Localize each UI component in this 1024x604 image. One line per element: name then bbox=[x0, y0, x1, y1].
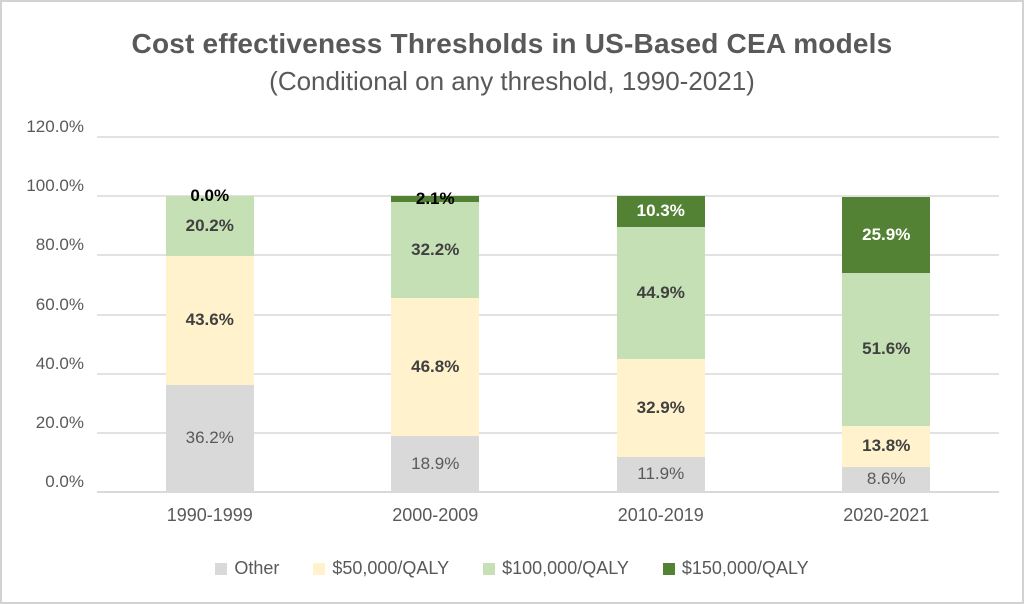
legend: Other $50,000/QALY $100,000/QALY $150,000/Q… bbox=[2, 558, 1022, 579]
bar-stack: 8.6% 13.8% 51.6% 25.9% bbox=[842, 196, 931, 492]
y-tick-label: 120.0% bbox=[26, 117, 84, 136]
bar-column: 36.2% 43.6% 20.2% 0.0% bbox=[97, 137, 323, 492]
gridline bbox=[97, 254, 999, 257]
bar-segment: 25.9% bbox=[842, 196, 931, 274]
bar-column: 18.9% 46.8% 32.2% 2.1% bbox=[323, 137, 549, 492]
legend-item: $150,000/QALY bbox=[662, 558, 809, 579]
bar-segment-label: 20.2% bbox=[185, 216, 234, 236]
bar-segment-label: 32.9% bbox=[636, 398, 685, 418]
x-tick-label: 2010-2019 bbox=[617, 505, 704, 525]
legend-label: $100,000/QALY bbox=[502, 558, 629, 578]
bar-segment-label: 43.6% bbox=[185, 310, 234, 330]
gridline bbox=[97, 313, 999, 316]
bar-segment: 13.8% bbox=[842, 425, 931, 467]
bar-segment: 51.6% bbox=[842, 273, 931, 426]
legend-item: Other bbox=[215, 558, 279, 579]
x-tick-label: 2000-2009 bbox=[392, 505, 479, 525]
bar-stack: 36.2% 43.6% 20.2% 0.0% bbox=[165, 186, 254, 492]
plot-area: 0.0% 20.0% 40.0% 60.0% 80.0% 100.0% 120.0% 36.2… bbox=[26, 117, 1000, 493]
bar-segment-label: 25.9% bbox=[862, 224, 911, 244]
gridline bbox=[97, 372, 999, 375]
bar-segment-label: 32.2% bbox=[411, 240, 460, 260]
y-tick-label: 0.0% bbox=[45, 472, 84, 491]
bar-segment: 36.2% bbox=[165, 384, 254, 492]
legend-swatch-icon bbox=[313, 562, 326, 575]
bar-segment-label: 44.9% bbox=[636, 283, 685, 303]
bar-segment-label: 18.9% bbox=[411, 454, 460, 474]
bar-segment-label: 36.2% bbox=[185, 428, 234, 448]
bar-segment-label: 13.8% bbox=[862, 436, 911, 456]
bar-segment: 46.8% bbox=[391, 297, 480, 437]
bar-segment: 32.2% bbox=[391, 202, 480, 298]
gridline bbox=[97, 136, 999, 138]
gridline bbox=[97, 491, 999, 493]
x-tick-label: 2020-2021 bbox=[843, 505, 930, 525]
bar-column: 8.6% 13.8% 51.6% 25.9% bbox=[774, 137, 1000, 492]
bar-segment: 20.2% bbox=[165, 196, 254, 256]
chart-title: Cost effectiveness Thresholds in US-Base… bbox=[131, 28, 893, 59]
legend-label: Other bbox=[234, 558, 280, 578]
bar-column: 11.9% 32.9% 44.9% 10.3% bbox=[548, 137, 774, 492]
bar-segment-label: 2.1% bbox=[415, 189, 455, 209]
y-tick-label: 100.0% bbox=[26, 176, 84, 196]
y-tick-label: 20.0% bbox=[35, 412, 84, 432]
bar-segment-label: 8.6% bbox=[866, 469, 906, 489]
bar-segment-label: 10.3% bbox=[636, 201, 685, 221]
bar-segment: 2.1% bbox=[391, 189, 480, 208]
legend-swatch-icon bbox=[483, 562, 496, 575]
bar-stack: 18.9% 46.8% 32.2% 2.1% bbox=[391, 189, 480, 492]
bar-segment: 8.6% bbox=[842, 466, 931, 492]
bar-segment: 11.9% bbox=[616, 456, 705, 492]
chart-subtitle: (Conditional on any threshold, 1990-2021… bbox=[269, 66, 755, 96]
x-tick-label: 1990-1999 bbox=[166, 505, 253, 525]
y-tick-label: 40.0% bbox=[35, 353, 84, 373]
bar-segment: 44.9% bbox=[616, 226, 705, 360]
y-tick-label: 60.0% bbox=[35, 294, 84, 314]
bar-segment-label: 51.6% bbox=[862, 339, 911, 359]
bar-segment: 43.6% bbox=[165, 255, 254, 385]
gridline bbox=[97, 195, 999, 198]
legend-item: $50,000/QALY bbox=[313, 558, 449, 579]
bar-segment-label: 11.9% bbox=[637, 464, 685, 484]
bar-stack: 11.9% 32.9% 44.9% 10.3% bbox=[616, 196, 705, 492]
bar-segment: 18.9% bbox=[391, 436, 480, 492]
legend-item: $100,000/QALY bbox=[483, 558, 629, 579]
legend-label: $150,000/QALY bbox=[681, 558, 809, 578]
gridline bbox=[97, 431, 999, 434]
bar-segment-label: 46.8% bbox=[411, 356, 460, 376]
bar-segment-label: 0.0% bbox=[190, 186, 230, 206]
legend-label: $50,000/QALY bbox=[332, 558, 450, 578]
bar-segment: 32.9% bbox=[616, 359, 705, 457]
y-tick-label: 80.0% bbox=[35, 235, 84, 255]
legend-swatch-icon bbox=[662, 562, 675, 575]
legend-swatch-icon bbox=[215, 562, 228, 575]
bar-segment: 10.3% bbox=[616, 196, 705, 227]
